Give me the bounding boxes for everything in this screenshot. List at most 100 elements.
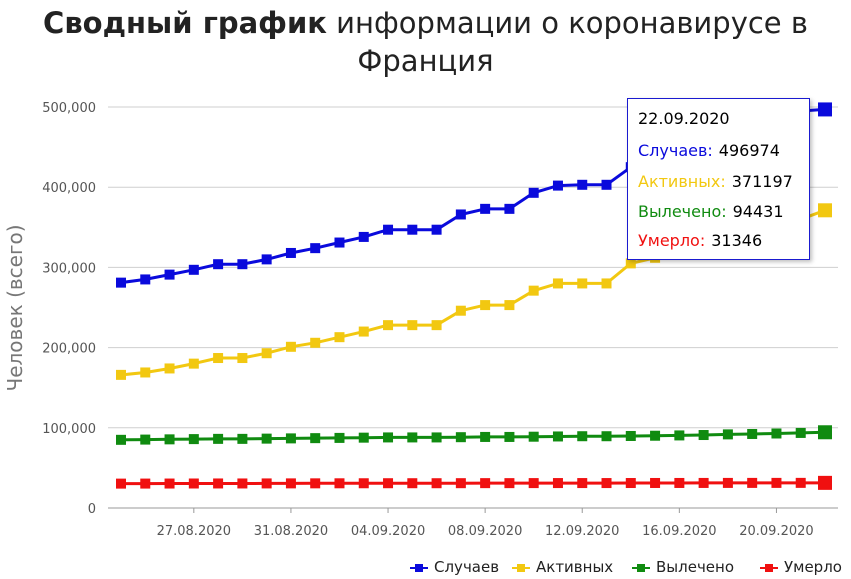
data-point[interactable] — [601, 278, 612, 289]
data-point[interactable] — [552, 180, 563, 191]
data-point[interactable] — [310, 243, 321, 254]
data-point[interactable] — [577, 179, 588, 190]
data-point[interactable] — [237, 259, 248, 270]
data-point[interactable] — [285, 478, 296, 489]
data-point[interactable] — [455, 432, 466, 443]
data-point[interactable] — [358, 432, 369, 443]
data-point[interactable] — [722, 477, 733, 488]
data-point[interactable] — [358, 231, 369, 242]
data-point[interactable] — [431, 432, 442, 443]
data-point[interactable] — [480, 300, 491, 311]
data-point[interactable] — [407, 478, 418, 489]
data-point[interactable] — [455, 305, 466, 316]
data-point[interactable] — [771, 477, 782, 488]
data-point[interactable] — [116, 369, 126, 380]
data-point[interactable] — [310, 337, 321, 348]
data-point[interactable] — [261, 254, 272, 265]
data-point[interactable] — [552, 478, 563, 489]
data-point[interactable] — [383, 432, 394, 443]
data-point[interactable] — [164, 434, 175, 445]
data-point[interactable] — [310, 433, 321, 444]
data-point[interactable] — [431, 478, 442, 489]
data-point[interactable] — [552, 431, 563, 442]
data-point[interactable] — [480, 478, 491, 489]
data-point[interactable] — [213, 353, 224, 364]
data-point[interactable] — [285, 247, 296, 258]
data-point[interactable] — [358, 478, 369, 489]
data-point[interactable] — [261, 348, 272, 359]
data-point[interactable] — [601, 478, 612, 489]
data-point[interactable] — [528, 285, 539, 296]
data-point[interactable] — [334, 478, 345, 489]
data-point[interactable] — [334, 237, 345, 248]
data-point[interactable] — [383, 478, 394, 489]
data-point[interactable] — [650, 477, 661, 488]
data-point[interactable] — [650, 430, 661, 441]
data-point[interactable] — [698, 477, 709, 488]
data-point[interactable] — [383, 320, 394, 331]
data-point[interactable] — [237, 433, 248, 444]
data-point[interactable] — [140, 434, 151, 445]
data-point[interactable] — [237, 478, 248, 489]
data-point[interactable] — [140, 274, 151, 285]
data-point[interactable] — [188, 434, 199, 445]
data-point[interactable] — [528, 431, 539, 442]
data-point[interactable] — [674, 477, 685, 488]
data-point[interactable] — [625, 258, 636, 269]
data-point[interactable] — [480, 431, 491, 442]
data-point[interactable] — [504, 203, 515, 214]
data-point[interactable] — [795, 427, 806, 438]
data-point[interactable] — [310, 478, 321, 489]
data-point[interactable] — [504, 431, 515, 442]
data-point[interactable] — [431, 224, 442, 235]
data-point[interactable] — [577, 478, 588, 489]
data-point[interactable] — [818, 425, 832, 440]
data-point[interactable] — [552, 278, 563, 289]
data-point[interactable] — [261, 478, 272, 489]
data-point[interactable] — [504, 300, 515, 311]
data-point[interactable] — [431, 320, 442, 331]
data-point[interactable] — [116, 478, 126, 489]
data-point[interactable] — [625, 430, 636, 441]
data-point[interactable] — [455, 209, 466, 220]
data-point[interactable] — [261, 433, 272, 444]
data-point[interactable] — [334, 432, 345, 443]
data-point[interactable] — [818, 102, 832, 117]
data-point[interactable] — [407, 320, 418, 331]
data-point[interactable] — [164, 269, 175, 280]
data-point[interactable] — [188, 264, 199, 275]
data-point[interactable] — [528, 478, 539, 489]
data-point[interactable] — [504, 478, 515, 489]
data-point[interactable] — [601, 179, 612, 190]
data-point[interactable] — [528, 187, 539, 198]
data-point[interactable] — [213, 433, 224, 444]
data-point[interactable] — [818, 475, 832, 490]
data-point[interactable] — [116, 277, 126, 288]
data-point[interactable] — [722, 429, 733, 440]
data-point[interactable] — [237, 353, 248, 364]
data-point[interactable] — [771, 428, 782, 439]
data-point[interactable] — [747, 477, 758, 488]
data-point[interactable] — [383, 224, 394, 235]
data-point[interactable] — [625, 478, 636, 489]
data-point[interactable] — [698, 430, 709, 441]
data-point[interactable] — [601, 431, 612, 442]
data-point[interactable] — [188, 358, 199, 369]
data-point[interactable] — [285, 433, 296, 444]
data-point[interactable] — [140, 478, 151, 489]
data-point[interactable] — [577, 278, 588, 289]
data-point[interactable] — [407, 432, 418, 443]
data-point[interactable] — [285, 341, 296, 352]
data-point[interactable] — [407, 224, 418, 235]
data-point[interactable] — [164, 478, 175, 489]
data-point[interactable] — [164, 363, 175, 374]
data-point[interactable] — [140, 367, 151, 378]
data-point[interactable] — [455, 478, 466, 489]
data-point[interactable] — [213, 478, 224, 489]
data-point[interactable] — [480, 203, 491, 214]
data-point[interactable] — [116, 434, 126, 445]
data-point[interactable] — [747, 428, 758, 439]
data-point[interactable] — [358, 326, 369, 337]
data-point[interactable] — [818, 203, 832, 218]
data-point[interactable] — [577, 431, 588, 442]
